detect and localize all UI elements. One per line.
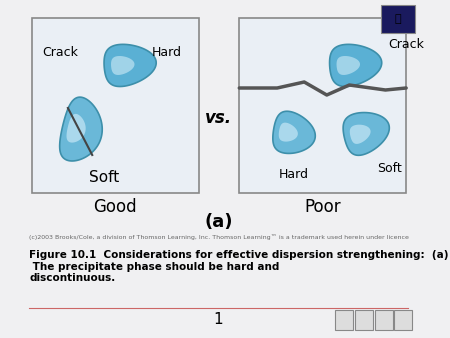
FancyBboxPatch shape xyxy=(239,18,406,193)
Text: Good: Good xyxy=(93,198,137,216)
Polygon shape xyxy=(67,114,86,143)
FancyBboxPatch shape xyxy=(374,310,393,330)
Text: (c)2003 Brooks/Cole, a division of Thomson Learning, Inc. Thomson Learning™ is a: (c)2003 Brooks/Cole, a division of Thoms… xyxy=(29,234,409,240)
Polygon shape xyxy=(273,111,315,153)
FancyBboxPatch shape xyxy=(32,18,199,193)
Polygon shape xyxy=(111,56,135,75)
Text: Soft: Soft xyxy=(378,162,402,174)
Polygon shape xyxy=(60,97,102,161)
FancyBboxPatch shape xyxy=(355,310,373,330)
Polygon shape xyxy=(337,56,360,75)
Text: Poor: Poor xyxy=(304,198,341,216)
Text: Crack: Crack xyxy=(43,46,79,58)
Polygon shape xyxy=(104,44,156,87)
Text: Figure 10.1  Considerations for effective dispersion strengthening:  (a)  The pr: Figure 10.1 Considerations for effective… xyxy=(29,250,449,283)
FancyBboxPatch shape xyxy=(395,310,413,330)
Text: vs.: vs. xyxy=(205,109,232,127)
Text: (a): (a) xyxy=(204,213,233,231)
FancyBboxPatch shape xyxy=(335,310,353,330)
Polygon shape xyxy=(343,113,389,155)
Polygon shape xyxy=(279,123,298,142)
FancyBboxPatch shape xyxy=(381,5,415,33)
Text: 📚: 📚 xyxy=(395,14,401,24)
Text: Soft: Soft xyxy=(89,170,119,186)
Polygon shape xyxy=(329,44,382,87)
Text: Hard: Hard xyxy=(279,169,308,182)
Text: 1: 1 xyxy=(214,313,223,328)
Polygon shape xyxy=(350,125,371,144)
Text: Crack: Crack xyxy=(388,38,424,50)
Text: Hard: Hard xyxy=(152,46,182,58)
